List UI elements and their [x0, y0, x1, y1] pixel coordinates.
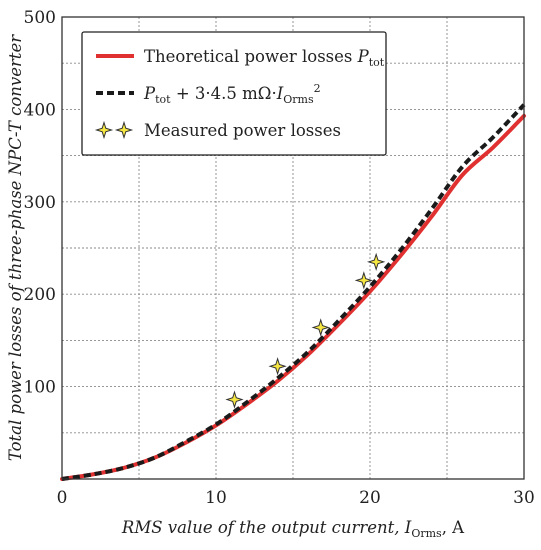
- x-axis-title-unit: , A: [442, 518, 465, 537]
- x-tick-label: 10: [205, 488, 227, 508]
- legend-label: Theoretical power losses Ptot: [144, 47, 385, 69]
- legend-label-var: P: [357, 47, 370, 66]
- x-tick-label: 0: [57, 488, 68, 508]
- legend-label-sub: tot: [155, 93, 171, 106]
- measured-point-marker: [226, 391, 243, 408]
- measured-point-marker: [269, 358, 286, 375]
- x-axis-title: RMS value of the output current, IOrms, …: [121, 518, 465, 540]
- x-tick-label: 30: [513, 488, 535, 508]
- y-tick-label: 500: [24, 8, 56, 28]
- theoretical-plus-conduction-line: [61, 103, 526, 481]
- legend-label-sub: Orms: [283, 93, 314, 106]
- y-tick-label: 100: [24, 378, 56, 398]
- legend-label-text: Measured power losses: [144, 121, 341, 140]
- x-axis-title-var: I: [404, 518, 412, 537]
- legend-label-var: P: [143, 84, 156, 103]
- legend-label: Measured power losses: [144, 121, 341, 140]
- legend-label-var: I: [276, 84, 284, 103]
- legend-label-text: + 3·4.5 mΩ·: [171, 84, 277, 103]
- y-tick-label: 300: [24, 193, 56, 213]
- legend-label: Ptot + 3·4.5 mΩ·IOrms2: [143, 82, 321, 106]
- legend-label-sup: 2: [314, 82, 321, 95]
- tick-layer: 0 10 20 30 100 200 300 400 500: [24, 8, 535, 508]
- y-tick-label: 200: [24, 285, 56, 305]
- series-layer: [60, 103, 526, 481]
- y-axis-title: Total power losses of three-phase NPC-T …: [6, 34, 25, 461]
- legend-label-sub: tot: [369, 56, 385, 69]
- x-axis-title-text: RMS value of the output current,: [121, 518, 405, 537]
- legend-label-text: Theoretical power losses: [144, 47, 358, 66]
- plot-frame: [61, 16, 525, 480]
- x-tick-label: 20: [359, 488, 381, 508]
- legend-box: [81, 31, 387, 156]
- x-axis-title-sub: Orms: [411, 527, 442, 540]
- y-tick-label: 400: [24, 100, 56, 120]
- measured-point-marker: [368, 253, 385, 270]
- measured-point-marker: [355, 272, 372, 289]
